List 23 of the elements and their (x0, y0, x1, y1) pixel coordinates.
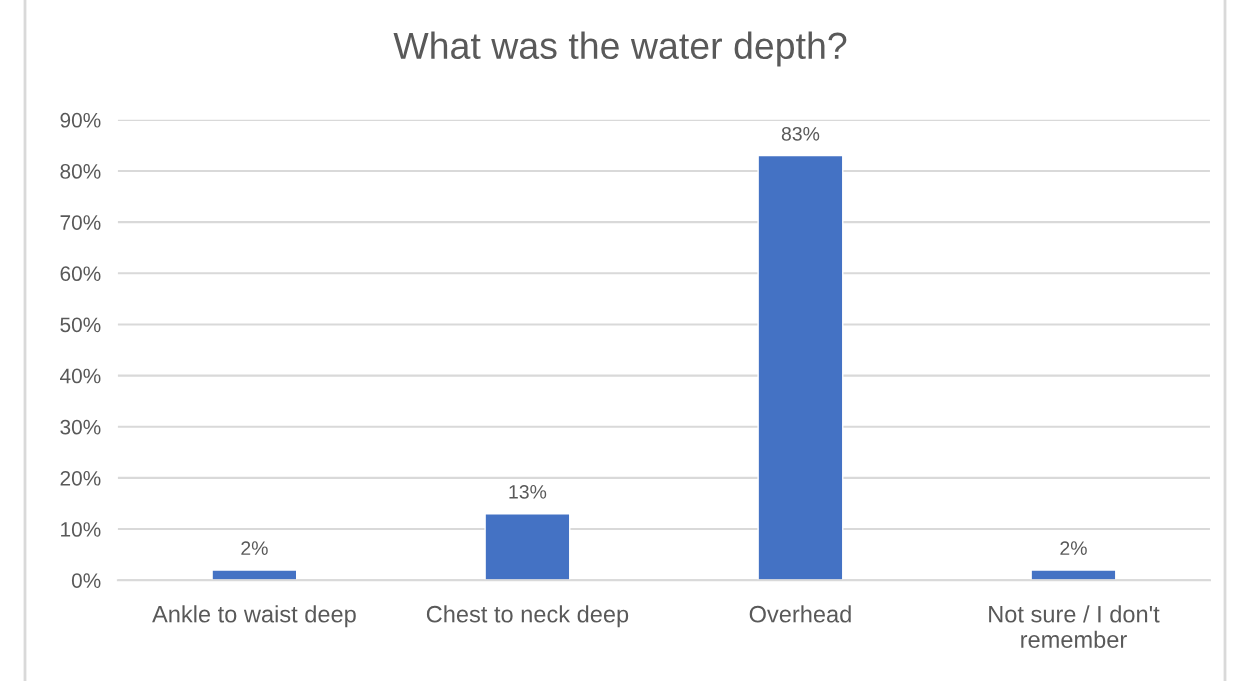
y-tick-label: 40% (60, 368, 101, 384)
y-tick-label: 70% (60, 215, 101, 230)
y-tick-label: 90% (60, 112, 101, 128)
x-tick-label: Ankle to waist deep (152, 605, 356, 628)
chart-title: What was the water depth? (393, 31, 847, 67)
bar (484, 513, 571, 581)
y-tick-label: 0% (71, 573, 101, 588)
y-tick-label: 20% (60, 470, 101, 486)
y-tick-label: 60% (60, 266, 101, 282)
data-label: 2% (241, 541, 268, 555)
y-tick-label: 80% (60, 164, 101, 179)
x-tick-label: Chest to neck deep (426, 605, 629, 628)
y-tick-label: 50% (60, 317, 101, 333)
bar (757, 154, 844, 581)
data-label: 2% (1060, 541, 1087, 555)
data-label: 13% (509, 484, 547, 499)
bar (1030, 569, 1117, 581)
x-tick-label: Not sure / I don't remember (989, 605, 1160, 648)
y-tick-label: 30% (60, 419, 101, 435)
data-label: 83% (781, 126, 820, 141)
bar (211, 569, 298, 581)
y-tick-label: 10% (61, 522, 101, 537)
x-tick-label: Overhead (749, 605, 851, 623)
